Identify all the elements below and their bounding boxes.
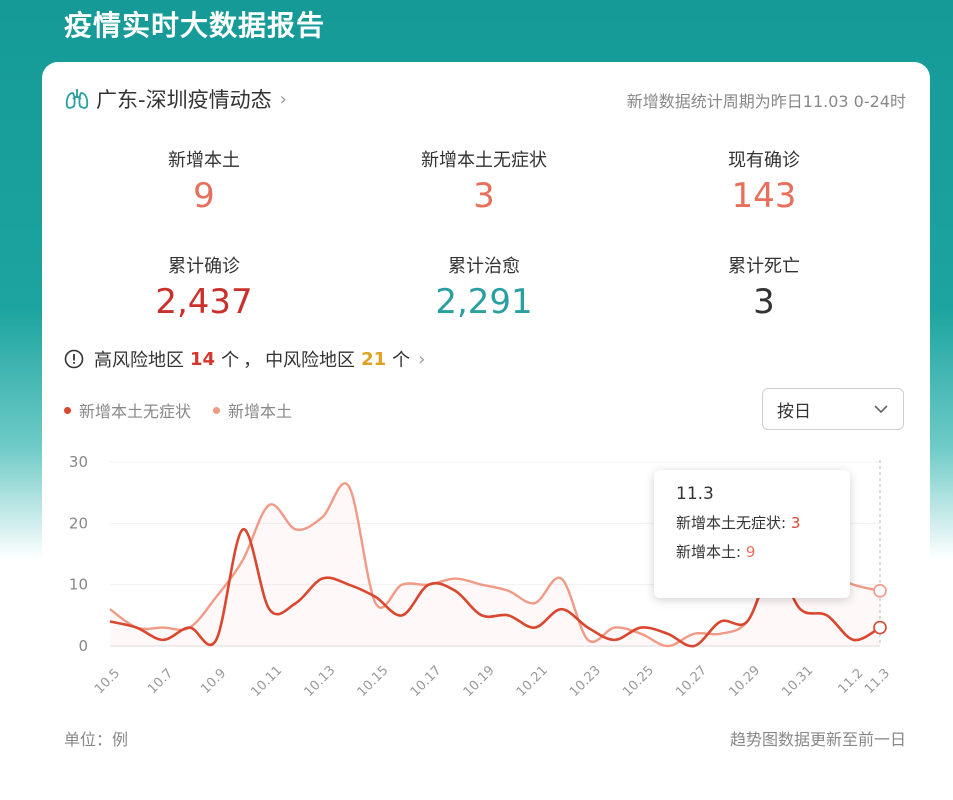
x-tick-label: 10.27 xyxy=(673,663,710,700)
separator: ， xyxy=(243,350,262,371)
series-marker-local xyxy=(873,584,887,598)
unit-label: 个 xyxy=(392,350,411,371)
legend-label: 新增本土无症状 xyxy=(79,402,192,421)
legend-dot xyxy=(64,406,71,414)
tooltip-row: 新增本土: 9 xyxy=(676,541,828,562)
unit-note: 单位：例 xyxy=(64,730,129,749)
unit-label: 个 xyxy=(221,350,240,371)
page-title: 疫情实时大数据报告 xyxy=(64,9,326,42)
y-tick-label: 10 xyxy=(69,576,88,594)
x-tick-label: 10.15 xyxy=(355,663,392,700)
period-select[interactable]: 按日 xyxy=(762,388,904,430)
x-tick-label: 10.7 xyxy=(145,666,176,697)
report-card: 广东-深圳疫情动态 › 新增数据统计周期为昨日11.03 0-24时 新增本土 … xyxy=(42,62,930,800)
stat-value: 3 xyxy=(753,282,775,322)
lungs-icon xyxy=(65,89,89,109)
stat-value: 2,291 xyxy=(435,282,533,322)
stat-current-confirmed: 现有确诊 143 xyxy=(664,146,864,216)
series-line-asymptomatic xyxy=(109,528,881,648)
stat-label: 现有确诊 xyxy=(728,150,800,171)
stat-value: 143 xyxy=(731,176,797,216)
stat-label: 新增本土无症状 xyxy=(421,150,547,171)
tooltip-row: 新增本土无症状: 3 xyxy=(676,512,828,533)
x-tick-label: 10.9 xyxy=(198,666,229,697)
trend-chart: 0 10 20 30 10.5 10.7 10.9 10.11 10.13 10.15 10.17 1… xyxy=(69,453,893,700)
x-tick-label: 10.21 xyxy=(514,663,551,700)
x-tick-label: 10.25 xyxy=(620,663,657,700)
stat-value: 9 xyxy=(193,176,215,216)
period-text: 新增数据统计周期为昨日11.03 0-24时 xyxy=(626,92,906,111)
stat-value: 2,437 xyxy=(155,282,253,322)
tooltip-label: 新增本土: xyxy=(676,543,742,561)
stat-total-cured: 累计治愈 2,291 xyxy=(384,252,584,322)
x-tick-label: 11.2 xyxy=(835,666,866,697)
mid-risk-label: 中风险地区 xyxy=(265,350,356,371)
legend-item-asymptomatic[interactable]: 新增本土无症状 xyxy=(64,398,191,422)
x-tick-label: 10.11 xyxy=(248,663,285,700)
tooltip-label: 新增本土无症状: xyxy=(676,514,787,532)
chevron-right-icon: › xyxy=(279,88,287,110)
risk-area-link[interactable]: 高风险地区 14 个 ， 中风险地区 21 个 › xyxy=(64,346,425,372)
high-risk-label: 高风险地区 xyxy=(94,350,184,371)
x-tick-label: 10.13 xyxy=(301,663,338,700)
stat-total-confirmed: 累计确诊 2,437 xyxy=(104,252,304,322)
region-title: 广东-深圳疫情动态 xyxy=(96,88,272,112)
x-tick-label: 10.17 xyxy=(408,663,445,700)
select-value: 按日 xyxy=(777,401,811,422)
stat-new-local: 新增本土 9 xyxy=(104,146,304,216)
x-tick-label: 11.3 xyxy=(862,666,893,697)
tooltip-value: 3 xyxy=(790,514,801,532)
series-area-local xyxy=(110,483,880,646)
region-link[interactable]: 广东-深圳疫情动态 › xyxy=(64,84,287,114)
chart-tooltip: 11.3 新增本土无症状: 3 新增本土: 9 xyxy=(654,470,850,598)
chevron-down-icon xyxy=(874,405,888,414)
x-tick-label: 10.19 xyxy=(461,663,498,700)
x-tick-label: 10.23 xyxy=(567,663,604,700)
stat-label: 累计确诊 xyxy=(168,256,240,277)
info-icon xyxy=(64,349,84,369)
chevron-right-icon: › xyxy=(418,348,426,370)
x-tick-label: 10.31 xyxy=(779,663,816,700)
x-tick-label: 10.5 xyxy=(92,666,123,697)
chart-legend: 新增本土无症状 新增本土 xyxy=(64,398,314,422)
y-tick-label: 30 xyxy=(69,453,88,471)
stat-new-asymptomatic: 新增本土无症状 3 xyxy=(384,146,584,216)
tooltip-value: 9 xyxy=(745,543,756,561)
stat-value: 3 xyxy=(473,176,495,216)
mid-risk-count: 21 xyxy=(361,348,387,370)
stat-label: 累计死亡 xyxy=(728,256,800,277)
legend-item-local[interactable]: 新增本土 xyxy=(213,398,292,422)
stat-label: 新增本土 xyxy=(168,150,240,171)
legend-dot xyxy=(213,406,221,414)
stat-label: 累计治愈 xyxy=(448,256,520,277)
series-marker-asymptomatic xyxy=(873,620,887,635)
x-tick-label: 10.29 xyxy=(726,663,763,700)
y-tick-label: 0 xyxy=(78,637,88,655)
legend-label: 新增本土 xyxy=(228,402,293,421)
tooltip-date: 11.3 xyxy=(676,484,714,504)
stat-total-deaths: 累计死亡 3 xyxy=(664,252,864,322)
y-tick-label: 20 xyxy=(69,514,88,532)
update-note: 趋势图数据更新至前一日 xyxy=(729,730,906,749)
high-risk-count: 14 xyxy=(190,348,216,370)
